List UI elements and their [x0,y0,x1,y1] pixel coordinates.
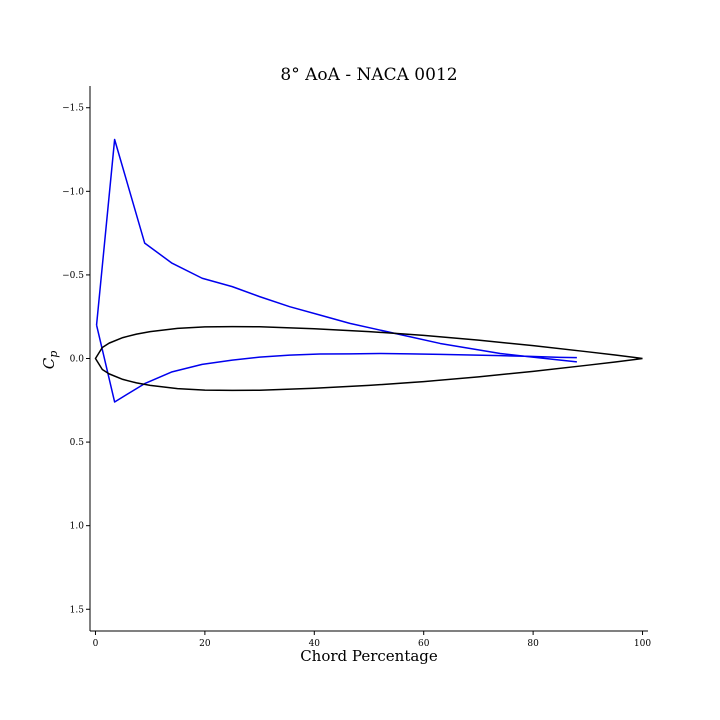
y-tick-label: 1.5 [70,605,85,615]
y-axis-label-main: C [40,357,58,369]
y-tick-label: 1.0 [70,522,85,532]
cp-series-line-0 [95,138,577,363]
y-axis-label: Cp [40,351,60,370]
y-tick-label: 0.0 [70,355,85,365]
x-tick-label: 40 [309,639,321,649]
y-tick-label: −0.5 [62,271,84,281]
x-tick-label: 0 [93,639,99,649]
cp-series-line-1 [95,324,577,403]
x-ticks: 0 20 40 60 80 100 [93,631,651,649]
x-tick-label: 60 [418,639,430,649]
x-tick-label: 80 [527,639,539,649]
x-tick-label: 20 [199,639,211,649]
x-axis-label: Chord Percentage [300,647,438,665]
axes-layer [89,86,648,632]
y-tick-label: 0.5 [70,438,85,448]
x-tick-label: 100 [634,639,651,649]
chart-title: 8° AoA - NACA 0012 [280,65,457,85]
y-tick-label: −1.0 [62,187,84,197]
y-tick-label: −1.5 [62,104,84,114]
airfoil-outline-line [94,325,643,392]
y-axis-label-sub: p [47,351,60,358]
y-ticks: −1.5 −1.0 −0.5 0.0 0.5 1.0 1.5 [62,104,90,615]
series-layer [94,138,643,403]
